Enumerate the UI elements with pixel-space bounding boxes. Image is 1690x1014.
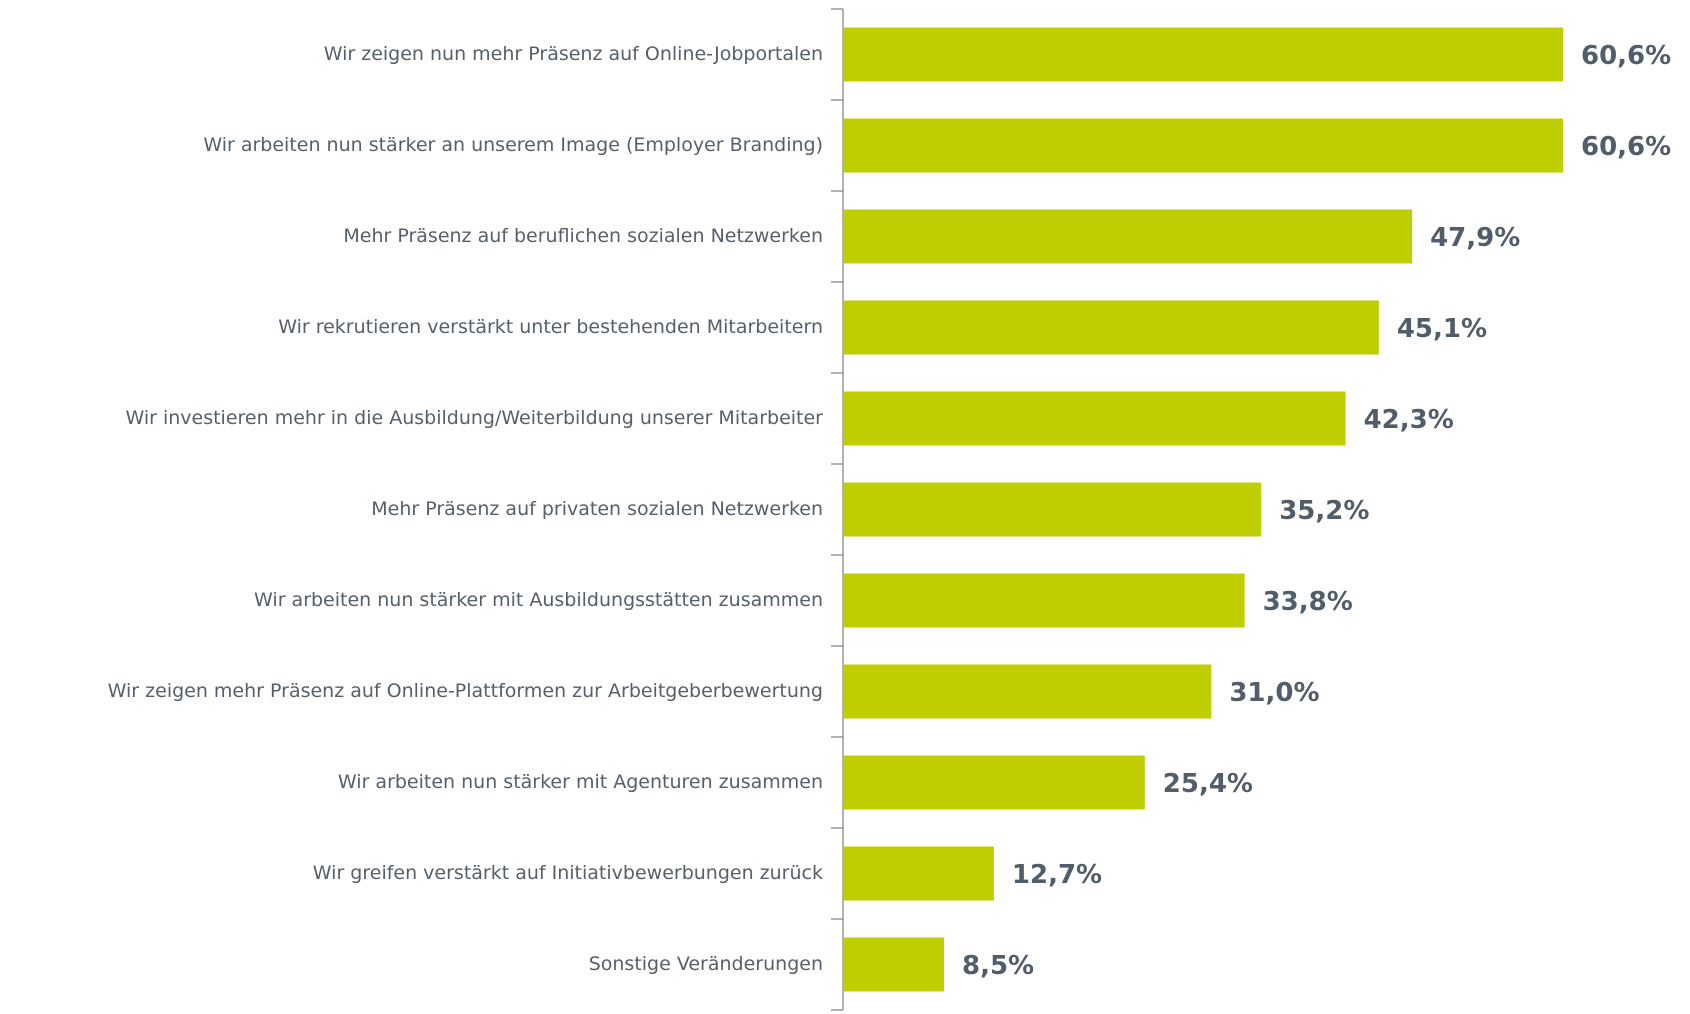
category-label: Wir arbeiten nun stärker an unserem Imag… xyxy=(203,134,823,156)
category-label: Wir rekrutieren verstärkt unter bestehen… xyxy=(278,316,823,338)
bar xyxy=(844,209,1413,264)
bar xyxy=(844,391,1346,446)
category-label: Wir zeigen nun mehr Präsenz auf Online-J… xyxy=(324,43,823,65)
value-label: 12,7% xyxy=(1012,860,1102,890)
value-label: 47,9% xyxy=(1430,223,1520,253)
value-label: 35,2% xyxy=(1279,496,1369,526)
category-label: Mehr Präsenz auf beruflichen sozialen Ne… xyxy=(343,225,823,247)
bar xyxy=(844,118,1563,173)
value-label: 60,6% xyxy=(1581,132,1671,162)
value-label: 45,1% xyxy=(1397,314,1487,344)
bar xyxy=(844,482,1262,537)
category-label: Wir greifen verstärkt auf Initiativbewer… xyxy=(313,862,823,884)
value-label: 42,3% xyxy=(1364,405,1454,435)
category-label: Mehr Präsenz auf privaten sozialen Netzw… xyxy=(371,498,823,520)
bar xyxy=(844,27,1563,82)
value-label: 31,0% xyxy=(1229,678,1319,708)
bar xyxy=(844,755,1145,810)
category-label: Wir arbeiten nun stärker mit Ausbildungs… xyxy=(254,589,823,611)
bar xyxy=(844,300,1379,355)
category-label: Sonstige Veränderungen xyxy=(589,953,823,975)
value-label: 8,5% xyxy=(962,951,1034,981)
bar xyxy=(844,846,994,901)
bar xyxy=(844,664,1212,719)
bar xyxy=(844,573,1245,628)
value-label: 25,4% xyxy=(1163,769,1253,799)
category-label: Wir zeigen mehr Präsenz auf Online-Platt… xyxy=(108,680,823,702)
value-label: 33,8% xyxy=(1263,587,1353,617)
category-label: Wir arbeiten nun stärker mit Agenturen z… xyxy=(338,771,823,793)
value-label: 60,6% xyxy=(1581,41,1671,71)
bar xyxy=(844,937,944,992)
category-label: Wir investieren mehr in die Ausbildung/W… xyxy=(125,407,823,429)
